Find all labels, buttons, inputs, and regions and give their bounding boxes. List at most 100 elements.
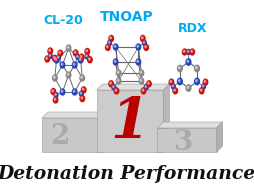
Circle shape (195, 65, 199, 72)
Circle shape (46, 57, 47, 59)
Circle shape (203, 79, 208, 85)
Circle shape (136, 44, 141, 50)
Circle shape (147, 81, 151, 87)
Circle shape (89, 58, 90, 60)
Circle shape (112, 85, 116, 90)
Circle shape (186, 59, 191, 65)
Circle shape (73, 50, 78, 56)
Circle shape (140, 79, 142, 81)
Circle shape (66, 45, 71, 51)
Circle shape (178, 65, 182, 72)
Circle shape (80, 55, 82, 57)
Circle shape (57, 55, 60, 60)
Polygon shape (157, 128, 216, 152)
Circle shape (141, 88, 146, 94)
Circle shape (57, 56, 59, 58)
Text: RDX: RDX (178, 22, 207, 35)
Circle shape (169, 79, 174, 85)
Circle shape (61, 63, 63, 65)
Circle shape (72, 62, 77, 68)
Circle shape (139, 70, 144, 76)
Circle shape (142, 40, 146, 46)
Circle shape (73, 63, 75, 65)
Circle shape (55, 58, 57, 60)
Circle shape (54, 92, 58, 98)
Circle shape (80, 92, 82, 94)
Circle shape (145, 86, 147, 88)
Circle shape (141, 37, 143, 39)
Circle shape (204, 80, 206, 82)
Circle shape (108, 40, 112, 46)
Circle shape (145, 46, 146, 48)
Circle shape (115, 89, 117, 91)
Circle shape (113, 86, 114, 88)
Circle shape (82, 87, 86, 93)
Circle shape (114, 88, 119, 94)
Circle shape (82, 88, 84, 90)
Text: 3: 3 (173, 129, 192, 156)
Circle shape (170, 80, 172, 82)
Circle shape (74, 51, 76, 53)
Circle shape (191, 50, 193, 52)
Circle shape (54, 76, 55, 78)
Circle shape (61, 90, 63, 92)
Circle shape (60, 62, 65, 68)
Circle shape (85, 54, 89, 59)
Circle shape (143, 41, 145, 43)
Circle shape (190, 49, 195, 55)
Circle shape (139, 78, 144, 84)
Circle shape (136, 59, 141, 65)
Circle shape (140, 71, 142, 73)
Circle shape (80, 96, 85, 102)
Circle shape (116, 78, 121, 84)
Circle shape (117, 71, 119, 73)
Text: Detonation Performance: Detonation Performance (0, 165, 254, 183)
Circle shape (142, 89, 144, 91)
Circle shape (179, 80, 180, 82)
Circle shape (58, 50, 63, 56)
Text: CL-20: CL-20 (43, 13, 83, 26)
Circle shape (187, 60, 189, 62)
Circle shape (80, 91, 83, 96)
Circle shape (78, 57, 83, 63)
Circle shape (113, 44, 118, 50)
Polygon shape (163, 84, 169, 152)
Circle shape (52, 90, 54, 92)
Circle shape (72, 89, 77, 95)
Circle shape (55, 94, 56, 95)
Circle shape (195, 78, 199, 85)
Circle shape (144, 85, 148, 90)
Circle shape (113, 59, 118, 65)
Polygon shape (103, 112, 109, 152)
Circle shape (202, 85, 204, 87)
Circle shape (67, 46, 69, 48)
Circle shape (116, 70, 121, 76)
Circle shape (183, 50, 185, 52)
Circle shape (49, 53, 52, 59)
Circle shape (199, 88, 204, 94)
Circle shape (106, 46, 108, 48)
Circle shape (67, 73, 69, 75)
Circle shape (179, 67, 180, 69)
Circle shape (60, 89, 65, 95)
Circle shape (54, 98, 56, 100)
Polygon shape (42, 118, 103, 152)
Circle shape (88, 57, 92, 63)
Circle shape (109, 81, 114, 87)
Circle shape (86, 50, 87, 52)
Circle shape (53, 75, 57, 81)
Circle shape (114, 60, 116, 62)
Circle shape (186, 50, 190, 54)
Circle shape (110, 37, 112, 39)
Circle shape (53, 97, 58, 103)
Circle shape (79, 58, 81, 60)
Text: TNOAP: TNOAP (100, 10, 154, 24)
Circle shape (187, 50, 189, 52)
Circle shape (114, 45, 116, 47)
Circle shape (86, 55, 87, 57)
Circle shape (77, 56, 78, 57)
Circle shape (51, 89, 56, 94)
Circle shape (49, 49, 51, 51)
Polygon shape (157, 122, 223, 128)
Circle shape (171, 84, 175, 89)
